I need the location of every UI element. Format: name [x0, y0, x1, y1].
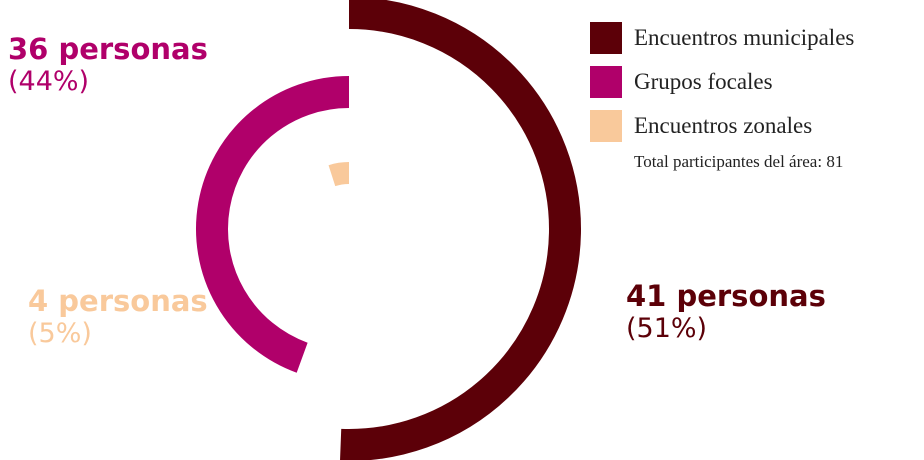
data-label-percentage: (51%): [626, 313, 708, 345]
legend-item-encuentros-municipales: Encuentros municipales: [590, 16, 854, 60]
legend-swatch-encuentros-municipales: [590, 22, 622, 54]
data-label-encuentros-zonales: 4 personas (5%): [28, 284, 208, 350]
data-label-percentage: (44%): [8, 66, 90, 98]
legend-swatch-encuentros-zonales: [590, 110, 622, 142]
legend-label: Encuentros municipales: [634, 25, 855, 50]
radial-bar-encuentros-municipales: [340, 0, 581, 460]
radial-bar-encuentros-zonales: [328, 162, 350, 187]
data-label-grupos-focales: 36 personas (44%): [8, 32, 208, 98]
data-label-encuentros-municipales: 41 personas (51%): [626, 279, 826, 345]
data-label-count: 41 personas: [626, 279, 826, 313]
total-participants-label: Total participantes del área: 81: [634, 152, 844, 171]
data-label-percentage: (5%): [28, 318, 92, 350]
legend-item-encuentros-zonales: Encuentros zonales: [590, 104, 854, 148]
legend: Encuentros municipales Grupos focales En…: [590, 16, 854, 172]
legend-swatch-grupos-focales: [590, 66, 622, 98]
data-label-count: 4 personas: [28, 284, 208, 318]
legend-item-grupos-focales: Grupos focales: [590, 60, 854, 104]
legend-label: Grupos focales: [634, 69, 773, 94]
data-label-count: 36 personas: [8, 32, 208, 66]
legend-label: Encuentros zonales: [634, 113, 813, 138]
radial-bar-grupos-focales: [196, 76, 350, 373]
